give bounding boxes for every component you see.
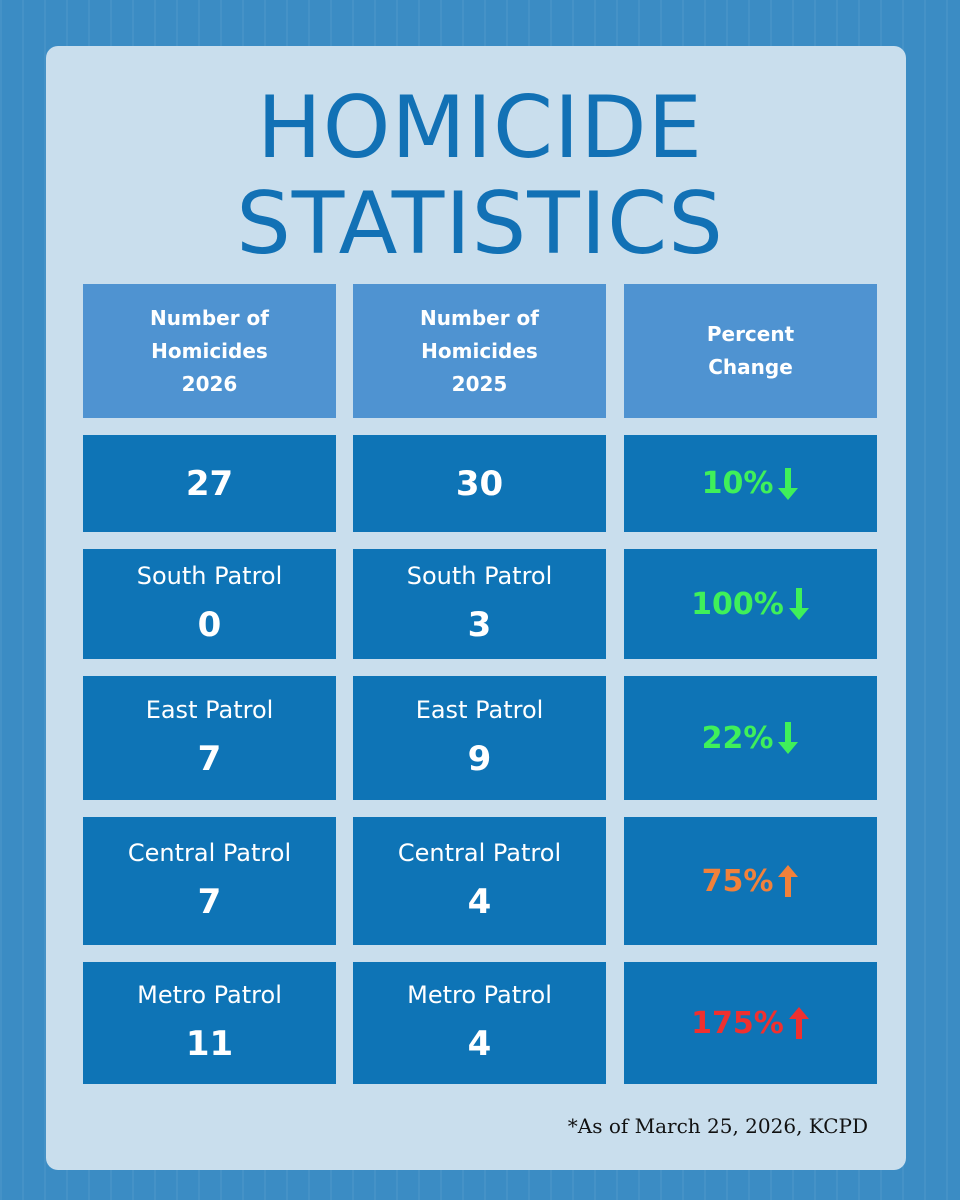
header-line: 2026 [181, 371, 238, 396]
patrol-label: East Patrol [415, 696, 544, 724]
percent-change: 75% [702, 864, 800, 899]
percent-value: 100% [691, 586, 784, 622]
header-line: Homicides [421, 338, 538, 363]
title-line-2: STATISTICS [236, 174, 724, 274]
total-2026-value: 27 [185, 463, 234, 504]
header-line: Number of [420, 305, 539, 330]
arrow-up-icon [778, 865, 799, 897]
title-line-1: HOMICIDE [257, 78, 703, 178]
percent-value: 175% [691, 1005, 784, 1041]
east-patrol-2025-cell: East Patrol 9 [353, 676, 606, 800]
page-title: HOMICIDE STATISTICS [0, 80, 960, 272]
patrol-value: 11 [185, 1024, 234, 1064]
header-line: Percent [706, 322, 795, 346]
central-patrol-percent-cell: 75% [624, 817, 877, 945]
metro-patrol-2026-cell: Metro Patrol 11 [83, 962, 336, 1084]
patrol-value: 9 [467, 739, 492, 779]
arrow-up-icon [788, 1007, 809, 1039]
patrol-label: Central Patrol [397, 839, 562, 867]
header-percent-change: Percent Change [624, 284, 877, 418]
percent-change: 10% [702, 466, 800, 501]
arrow-down-icon [788, 588, 809, 620]
metro-patrol-2025-cell: Metro Patrol 4 [353, 962, 606, 1084]
patrol-label: South Patrol [406, 562, 553, 590]
header-homicides-2025: Number of Homicides 2025 [353, 284, 606, 418]
patrol-value: 3 [467, 605, 492, 645]
total-2026-cell: 27 [83, 435, 336, 532]
patrol-label: Metro Patrol [407, 981, 552, 1009]
patrol-value: 7 [197, 739, 222, 779]
patrol-value: 4 [467, 1024, 492, 1064]
header-line: 2025 [451, 371, 508, 396]
percent-change: 22% [702, 721, 800, 756]
south-patrol-percent-cell: 100% [624, 549, 877, 659]
central-patrol-2025-cell: Central Patrol 4 [353, 817, 606, 945]
header-homicides-2026: Number of Homicides 2026 [83, 284, 336, 418]
arrow-down-icon [778, 722, 799, 754]
patrol-label: Central Patrol [127, 839, 292, 867]
total-percent-cell: 10% [624, 435, 877, 532]
east-patrol-percent-cell: 22% [624, 676, 877, 800]
header-line: Homicides [151, 338, 268, 363]
source-footnote: *As of March 25, 2026, KCPD [567, 1114, 868, 1138]
arrow-down-icon [778, 467, 799, 500]
south-patrol-2026-cell: South Patrol 0 [83, 549, 336, 659]
header-line: Change [708, 355, 793, 379]
header-line: Number of [150, 305, 269, 330]
patrol-value: 7 [197, 882, 222, 922]
patrol-value: 4 [467, 882, 492, 922]
patrol-label: Metro Patrol [137, 981, 282, 1009]
percent-value: 75% [701, 863, 774, 899]
south-patrol-2025-cell: South Patrol 3 [353, 549, 606, 659]
percent-change: 175% [691, 1006, 810, 1041]
east-patrol-2026-cell: East Patrol 7 [83, 676, 336, 800]
central-patrol-2026-cell: Central Patrol 7 [83, 817, 336, 945]
percent-value: 10% [701, 466, 774, 501]
percent-value: 22% [701, 720, 774, 756]
patrol-label: South Patrol [136, 562, 283, 590]
metro-patrol-percent-cell: 175% [624, 962, 877, 1084]
total-2025-value: 30 [455, 463, 504, 504]
percent-change: 100% [691, 587, 810, 622]
patrol-label: East Patrol [145, 696, 274, 724]
total-2025-cell: 30 [353, 435, 606, 532]
patrol-value: 0 [197, 605, 222, 645]
